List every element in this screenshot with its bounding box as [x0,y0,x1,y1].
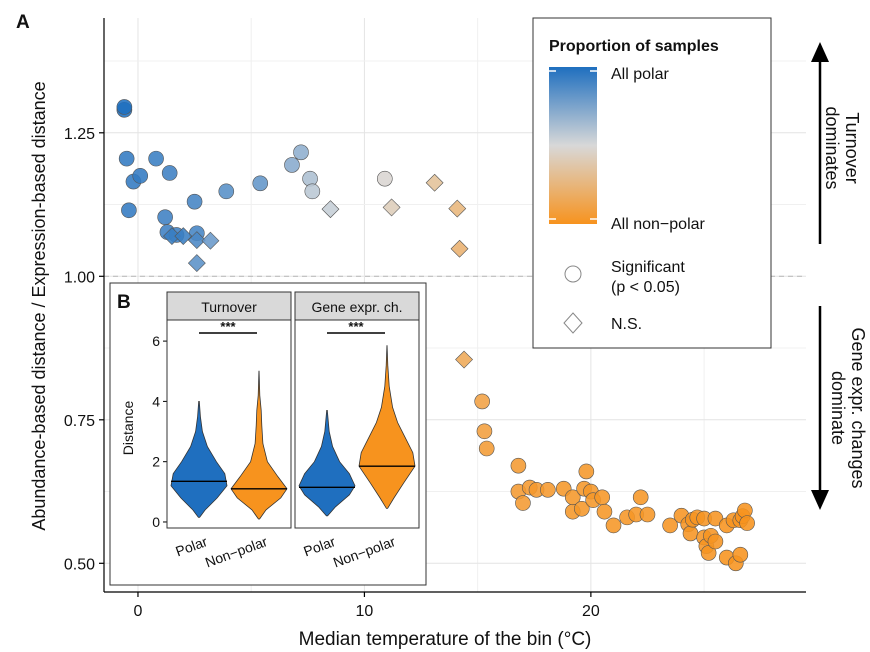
inset-y-tick-label: 4 [152,393,160,409]
violin [230,370,288,520]
panel-label-b: B [117,292,131,313]
scatter-point-ns [187,254,206,273]
scatter-point-significant [594,489,610,506]
scatter-point-significant [578,463,595,480]
significance-label: *** [348,319,364,334]
inset-y-tick-label: 6 [152,333,160,349]
scatter-point-significant [284,157,300,173]
annotation-bottom-line1: Gene expr. changes [848,327,868,488]
scatter-point-significant [132,168,149,184]
scatter-point-significant [732,546,749,563]
arrow-up-icon [811,42,829,62]
scatter-point-ns [321,200,340,219]
panel-label-a: A [16,12,30,33]
legend-significant-label: Significant [611,259,685,276]
facet-title: Turnover [201,299,257,315]
scatter-point-significant [574,500,590,517]
scatter-point-significant [157,209,173,225]
legend-low-label: All non−polar [611,216,706,233]
y-tick-label: 1.25 [64,126,95,143]
scatter-point-significant [252,175,269,192]
scatter-point-significant [707,510,724,527]
scatter-point-significant [564,489,581,506]
scatter-point-significant [293,144,309,161]
violins [170,345,416,520]
scatter-point-ns [382,198,401,217]
panel-a-axes [103,18,806,593]
scatter-points [116,99,755,572]
scatter-point-ns [425,173,444,192]
legend-ns-label: N.S. [611,316,642,333]
x-ticks: 0 10 20 [134,592,600,620]
inset-y-tick-label: 0 [152,514,160,530]
scatter-point-significant [116,99,133,115]
x-tick-label: 20 [582,603,600,620]
inset-y-ticks: 0 2 4 6 [152,333,167,530]
legend: Proportion of samples All polar All non−… [532,17,772,349]
scatter-point-significant [161,165,178,181]
legend-significant-sublabel: (p < 0.05) [611,279,680,296]
violin [298,409,356,517]
scatter-point-significant [510,457,527,474]
scatter-point-significant [682,525,699,542]
legend-diamond-icon [563,312,583,334]
scatter-point-significant [739,515,755,531]
facet-strip [294,291,420,321]
y-axis-title: Abundance-based distance / Expression-ba… [29,81,49,530]
y-tick-label: 0.50 [64,556,95,573]
scatter-point-significant [476,423,493,440]
scatter-point-significant [121,202,137,219]
scatter-point-ns [187,231,206,250]
scatter-point-significant [605,517,622,534]
inset-y-axis-title: Distance [120,401,136,456]
scatter-point-significant [474,393,490,410]
legend-circle-icon [564,265,582,283]
scatter-point-significant [118,150,135,167]
scatter-point-significant [700,545,717,561]
y-tick-label: 1.00 [64,269,95,286]
scatter-point-significant [515,495,531,511]
scatter-point-significant [218,183,235,200]
scatter-point-significant [478,440,495,457]
scatter-point-significant [596,503,613,520]
scatter-point-significant [148,150,164,167]
violin [358,345,416,509]
x-axis-title: Median temperature of the bin (°C) [299,629,592,650]
scatter-point-significant [639,506,656,523]
facet-title: Gene expr. ch. [311,299,402,315]
colorbar [549,67,597,224]
inset-y-tick-label: 2 [152,454,160,470]
x-tick-label: 0 [134,603,143,620]
scatter-point-ns [448,199,467,218]
scatter-point-significant [186,193,203,210]
legend-high-label: All polar [611,66,669,83]
scatter-point-significant [540,482,556,498]
scatter-point-significant [632,489,649,506]
significance-label: *** [220,319,236,334]
y-ticks: 0.50 0.75 1.00 1.25 [64,126,104,573]
annotation-top-line2: dominates [822,106,842,189]
annotation-bottom-line2: dominate [828,371,848,445]
scatter-point-significant [662,517,678,534]
scatter-point-ns [174,227,193,246]
arrow-down-icon [811,490,829,510]
scatter-point-significant [304,183,321,200]
scatter-point-ns [450,239,469,258]
y-tick-label: 0.75 [64,413,95,430]
inset-panel-b: B Distance 0 2 4 6 Turnover *** Gene expr. … [109,282,427,586]
annotation-top-line1: Turnover [842,112,862,183]
scatter-point-ns [455,350,473,369]
scatter-point-ns [201,231,220,250]
scatter-point-significant [376,170,393,187]
legend-title: Proportion of samples [549,38,719,55]
scatter-point-significant [707,533,724,550]
x-tick-label: 10 [356,603,374,620]
